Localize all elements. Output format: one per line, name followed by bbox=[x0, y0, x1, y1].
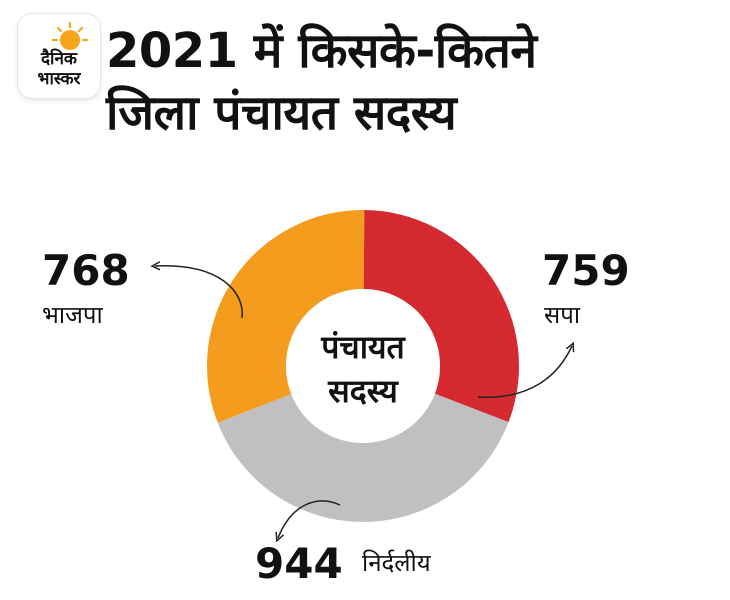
slice-sp bbox=[363, 210, 519, 423]
label-independent: निर्दलीय bbox=[362, 549, 431, 577]
brand-logo: दैनिक भास्कर bbox=[18, 14, 100, 98]
leader-arrow-sp bbox=[477, 346, 572, 398]
logo-text-line2: भास्कर bbox=[38, 69, 82, 89]
slice-bjp bbox=[207, 210, 365, 423]
slice-independent bbox=[217, 393, 509, 523]
leader-arrow-bjp bbox=[155, 266, 243, 319]
logo-text-line1: दैनिक bbox=[40, 48, 78, 69]
label-sp: सपा bbox=[544, 301, 581, 329]
page-title-line1: 2021 में किसके-कितने bbox=[106, 23, 537, 79]
brand-logo-icon: दैनिक भास्कर bbox=[38, 21, 89, 89]
page-title: 2021 में किसके-कितने जिला पंचायत सदस्य bbox=[106, 20, 716, 144]
center-label-line1: पंचायत bbox=[320, 328, 406, 366]
center-label-line2: सदस्य bbox=[327, 372, 399, 410]
label-bjp: भाजपा bbox=[42, 301, 103, 329]
page-title-line2: जिला पंचायत सदस्य bbox=[106, 85, 457, 141]
donut-hole bbox=[286, 289, 440, 443]
leader-arrow-independent bbox=[278, 500, 341, 538]
logo-sun bbox=[60, 30, 80, 50]
value-sp: 759 bbox=[542, 246, 630, 295]
value-independent: 944 bbox=[255, 539, 343, 588]
value-bjp: 768 bbox=[42, 246, 130, 295]
